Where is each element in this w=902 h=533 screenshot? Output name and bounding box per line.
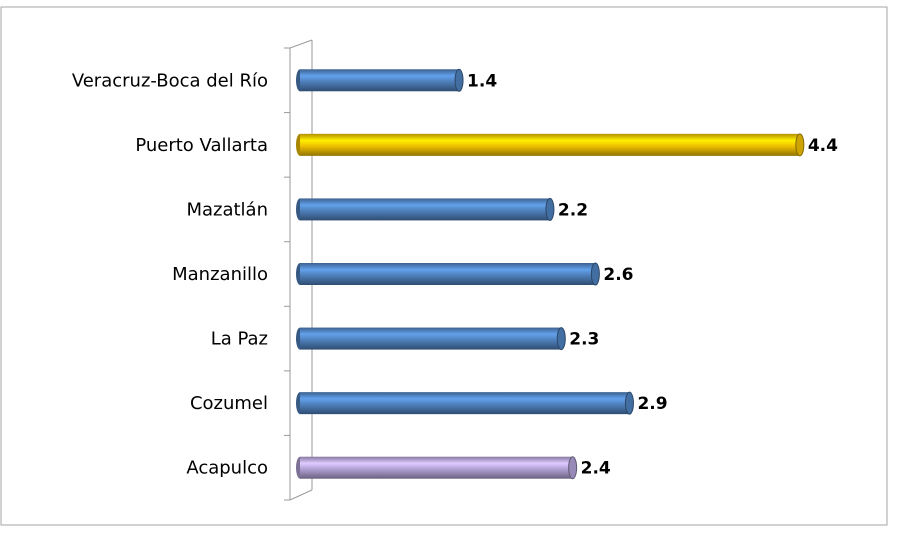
bar-cap	[590, 262, 600, 286]
bar-cap	[795, 133, 805, 157]
category-label: Cozumel	[190, 393, 268, 414]
bar	[300, 263, 596, 285]
value-label: 2.3	[569, 330, 599, 350]
value-label: 2.4	[581, 459, 611, 479]
value-label: 2.9	[637, 394, 667, 414]
category-label: Puerto Vallarta	[135, 135, 268, 156]
bar-cap	[545, 197, 555, 221]
category-label: Manzanillo	[172, 264, 268, 285]
bar-cap	[454, 68, 464, 92]
category-label: La Paz	[211, 329, 268, 350]
category-label: Mazatlán	[186, 199, 268, 220]
value-label: 1.4	[467, 71, 497, 91]
bar-cap	[624, 391, 634, 415]
value-label: 4.4	[808, 136, 838, 156]
bar	[300, 392, 630, 415]
value-label: 2.6	[603, 265, 633, 285]
bar	[300, 133, 800, 156]
bar-cap	[568, 456, 578, 480]
bar	[300, 456, 573, 479]
bar	[300, 327, 562, 350]
bar-cap	[556, 327, 566, 351]
category-label: Veracruz-Boca del Río	[72, 70, 268, 91]
category-label: Acapulco	[186, 458, 268, 479]
value-label: 2.2	[558, 200, 588, 220]
bar	[300, 69, 460, 92]
bar	[300, 198, 550, 221]
